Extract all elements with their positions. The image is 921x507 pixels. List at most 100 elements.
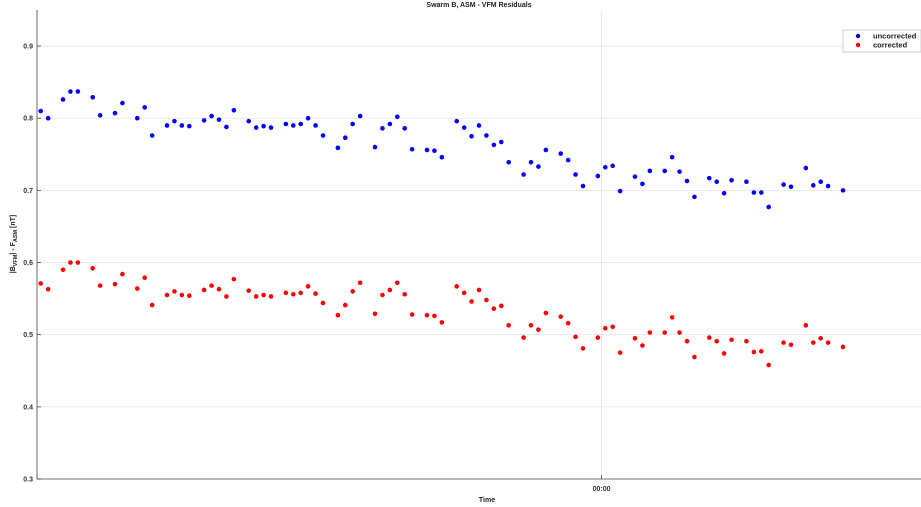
data-point-corrected [669,315,675,320]
data-point-corrected [335,312,341,318]
data-point-uncorrected [595,173,601,179]
data-point-corrected [357,280,363,286]
data-point-corrected [97,283,103,288]
data-point-uncorrected [60,97,66,102]
data-point-corrected [528,323,534,328]
data-point-corrected [573,334,578,340]
data-point-corrected [840,344,846,350]
data-point-corrected [536,327,541,332]
data-point-corrected [684,338,690,344]
data-point-uncorrected [669,154,675,160]
data-point-corrected [313,291,318,296]
data-point-corrected [290,291,296,297]
y-label-open: |B [10,266,17,273]
data-point-uncorrected [387,121,393,127]
data-point-corrected [647,330,653,335]
data-point-uncorrected [290,123,296,128]
data-point-uncorrected [536,164,541,169]
data-point-uncorrected [714,179,720,185]
data-point-corrected [394,280,400,286]
data-point-corrected [803,323,809,328]
data-point-corrected [484,297,489,303]
data-point-corrected [602,325,608,331]
y-label-sub-asm: ASM [13,230,19,243]
data-point-uncorrected [142,105,148,110]
svg-text:|BVFM| - FASM [nT]: |BVFM| - FASM [nT] [10,215,19,274]
data-point-corrected [134,286,140,291]
data-point-uncorrected [484,133,489,138]
data-point-corrected [112,281,118,287]
data-point-uncorrected [803,165,809,171]
data-point-uncorrected [692,194,697,200]
data-point-corrected [60,267,66,273]
data-point-uncorrected [179,123,185,128]
data-point-uncorrected [424,147,430,153]
data-point-corrected [90,266,96,271]
data-point-corrected [632,336,638,341]
data-point-uncorrected [632,174,638,179]
y-label-mid: | - F [10,241,17,254]
data-point-uncorrected [402,126,408,131]
y-tick-label: 0.8 [23,116,33,123]
data-point-uncorrected [372,144,378,150]
data-point-uncorrected [357,113,363,119]
data-point-corrected [149,302,155,308]
data-point-corrected [662,330,668,335]
data-point-uncorrected [246,118,252,124]
series-corrected [38,260,846,368]
data-point-uncorrected [149,133,155,138]
data-point-uncorrected [253,125,259,130]
data-point-uncorrected [818,179,824,185]
data-point-corrected [714,338,720,344]
data-point-corrected [476,287,482,293]
data-point-corrected [38,281,44,286]
data-point-uncorrected [216,117,222,122]
data-point-corrected [75,260,81,265]
data-point-corrected [164,292,170,298]
data-point-corrected [558,314,564,319]
data-point-corrected [186,293,192,299]
data-point-uncorrected [580,183,586,189]
data-point-uncorrected [758,190,764,195]
data-point-uncorrected [335,145,341,151]
plot-area [37,10,921,479]
data-point-corrected [172,289,177,294]
series-uncorrected [38,89,846,210]
data-point-corrected [692,354,697,360]
data-point-corrected [432,313,437,319]
data-point-uncorrected [840,188,846,193]
data-point-corrected [179,292,185,298]
data-point-uncorrected [476,123,482,128]
data-point-uncorrected [766,204,772,210]
data-point-uncorrected [134,115,140,121]
data-point-uncorrected [498,139,504,145]
data-point-corrected [231,276,237,282]
data-point-corrected [372,311,378,317]
data-point-uncorrected [781,182,786,187]
data-point-corrected [543,310,549,316]
data-point-uncorrected [112,110,118,116]
data-point-corrected [424,312,430,318]
data-point-uncorrected [610,163,616,169]
legend-marker-uncorrected [855,33,861,39]
legend-marker-corrected [855,42,861,48]
legend: uncorrected corrected [842,29,921,53]
data-point-corrected [744,338,749,344]
data-point-uncorrected [75,89,81,94]
data-point-corrected [825,340,831,345]
data-point-uncorrected [298,121,304,127]
data-point-corrected [120,271,125,277]
data-point-corrected [810,340,816,345]
y-tick-label: 0.9 [23,44,33,51]
y-tick-label: 0.5 [23,332,33,339]
x-axis-label: Time [479,497,495,504]
data-point-uncorrected [647,168,653,174]
data-point-uncorrected [432,148,437,153]
data-point-corrected [565,320,571,326]
data-point-uncorrected [506,159,512,165]
data-point-corrected [439,320,445,325]
data-point-uncorrected [706,175,712,181]
data-point-uncorrected [268,125,274,130]
data-point-uncorrected [283,121,289,127]
data-point-uncorrected [825,183,831,189]
